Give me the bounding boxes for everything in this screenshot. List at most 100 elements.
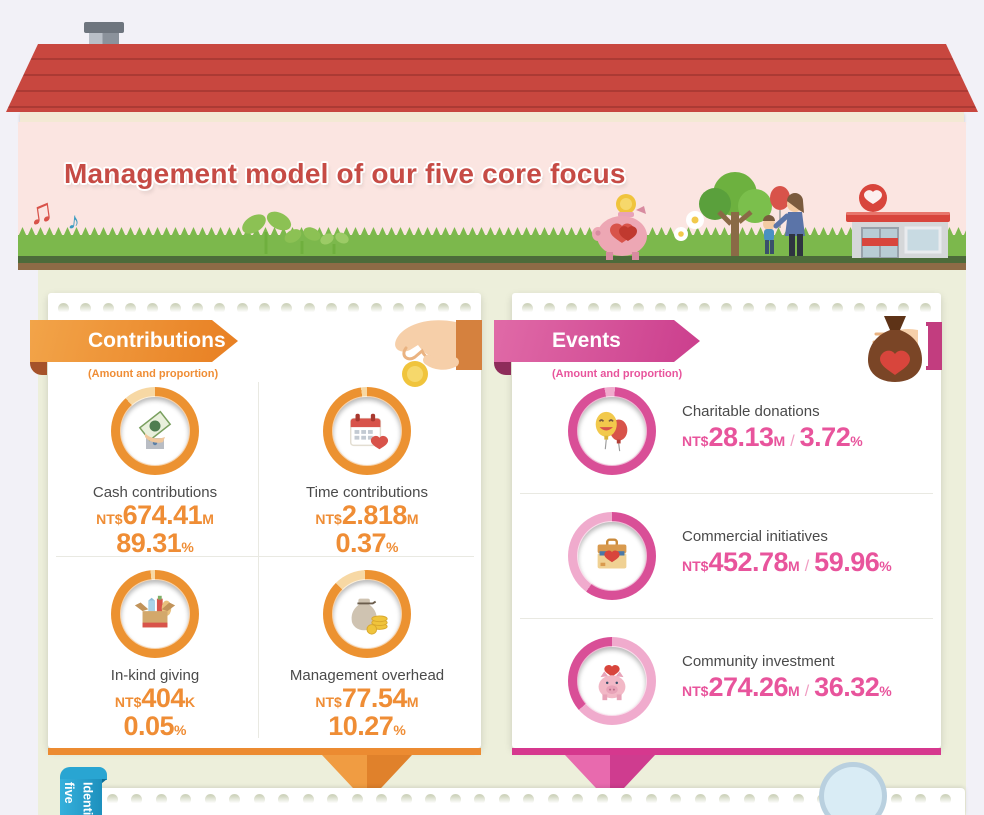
hand-dropping-coin-icon (395, 320, 482, 387)
ribbon-curl (494, 362, 511, 375)
punch-hole (191, 303, 203, 314)
item-label: Charitable donations (682, 403, 820, 420)
punch-hole (124, 303, 136, 314)
punch-hole (415, 303, 427, 314)
punch-hole (743, 303, 755, 314)
punch-hole (919, 303, 931, 314)
inkind-donut-ring (111, 570, 199, 658)
community-donut-ring (568, 637, 656, 725)
punch-hole (229, 794, 240, 805)
punch-hole (327, 794, 338, 805)
item-amount-percentage: NT$274.26M/36.32% (682, 672, 892, 702)
item-amount-percentage: NT$28.13M/3.72% (682, 422, 863, 452)
punch-hole (131, 794, 142, 805)
music-note-icon: ♫ (25, 191, 56, 233)
next-section-ribbon: Identify five (60, 779, 102, 815)
blue-ribbon-curl (60, 767, 107, 780)
punch-hole (348, 303, 360, 314)
contribution-item-overhead: Management overhead NT$77.54M 10.27% (266, 570, 468, 740)
item-percentage: 0.05% (123, 711, 187, 742)
punch-hole (102, 303, 114, 314)
time-donut-ring (323, 387, 411, 475)
contribution-item-cash: Cash contributions NT$674.41M 89.31% (54, 387, 256, 557)
punch-hole (547, 794, 559, 805)
punch-hole (831, 303, 843, 314)
tree-family-icon (674, 172, 805, 256)
calendar-heart-icon (349, 413, 389, 450)
punch-hole (890, 794, 902, 805)
punch-hole (155, 794, 167, 805)
punch-hole (853, 303, 865, 314)
hand-holding-money-bag-icon (868, 316, 942, 382)
punch-hole (253, 794, 265, 805)
event-item-commercial: Commercial initiatives NT$452.78M/59.96% (568, 512, 892, 600)
punch-hole (875, 303, 887, 314)
punch-hole (325, 303, 337, 314)
item-label: In-kind giving (110, 667, 200, 684)
store-icon (846, 184, 950, 258)
punch-hole (522, 303, 533, 314)
item-percentage: 10.27% (328, 711, 406, 742)
punch-hole (792, 794, 804, 805)
punch-hole (400, 794, 412, 805)
cash-donut-ring (111, 387, 199, 475)
punch-hole (147, 303, 159, 314)
punch-hole (278, 794, 289, 805)
ribbon-curl (30, 362, 47, 375)
roof-eave (20, 112, 964, 122)
punch-hole (566, 303, 578, 314)
punch-hole (459, 303, 471, 314)
punch-hole (303, 303, 315, 314)
item-amount-percentage: NT$452.78M/59.96% (682, 547, 892, 577)
card-divider (520, 618, 933, 619)
punch-hole (694, 794, 706, 805)
punch-hole (204, 794, 216, 805)
punch-hole (572, 794, 583, 805)
contributions-ribbon-label: Contributions (88, 329, 226, 352)
punch-hole (169, 303, 181, 314)
item-label: Time contributions (306, 484, 428, 501)
item-label: Management overhead (289, 667, 445, 684)
punch-hole (897, 303, 909, 314)
punch-hole (106, 794, 118, 805)
item-percentage: 0.37% (335, 528, 399, 559)
event-item-charitable: Charitable donations NT$28.13M/3.72% (568, 387, 863, 475)
event-item-community: Community investment NT$274.26M/36.32% (568, 637, 892, 725)
punch-hole (544, 303, 556, 314)
punch-hole (768, 794, 779, 805)
ring-center (578, 397, 646, 465)
piggy-bank-coin-icon (592, 194, 647, 260)
item-amount: NT$404K (114, 683, 196, 713)
events-ribbon-label: Events (552, 329, 621, 352)
card-divider (520, 493, 933, 494)
punch-hole (474, 794, 485, 805)
punch-hole (610, 303, 622, 314)
ring-center (333, 580, 401, 648)
ring-center (578, 522, 646, 590)
punch-hole (787, 303, 799, 314)
punch-hole (449, 794, 461, 805)
charitable-donut-ring (568, 387, 656, 475)
commercial-donut-ring (568, 512, 656, 600)
punch-hole (214, 303, 226, 314)
punch-hole (719, 794, 730, 805)
punch-hole (523, 794, 534, 805)
ground-strip (18, 263, 966, 270)
item-amount: NT$2.818M (315, 500, 419, 530)
sprout-icon (242, 211, 349, 254)
grass-edge (18, 227, 966, 237)
next-section-paper (68, 788, 965, 815)
money-sack-icon (351, 598, 388, 635)
chimney-cap (84, 22, 124, 33)
briefcase-heart-icon (597, 538, 627, 569)
grass-band (18, 235, 966, 256)
punch-hole (425, 794, 436, 805)
piggy-bank-icon (598, 665, 626, 701)
ring-center (121, 580, 189, 648)
punched-holes (512, 293, 941, 314)
ring-center (333, 397, 401, 465)
house-roof (6, 44, 978, 112)
punch-hole (939, 794, 951, 805)
item-percentage: 89.31% (116, 528, 194, 559)
